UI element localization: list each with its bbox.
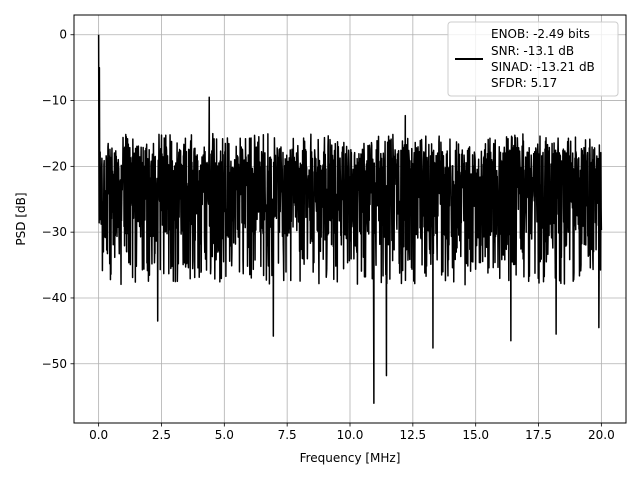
x-tick-label: 12.5 <box>399 428 426 442</box>
x-tick-label: 2.5 <box>152 428 171 442</box>
x-axis-label: Frequency [MHz] <box>300 451 401 465</box>
x-tick-label: 15.0 <box>462 428 489 442</box>
y-tick-label: −20 <box>42 159 67 173</box>
x-tick-label: 5.0 <box>215 428 234 442</box>
legend: ENOB: -2.49 bits SNR: -13.1 dB SINAD: -1… <box>447 21 619 97</box>
y-axis-label: PSD [dB] <box>14 192 28 245</box>
legend-line-enob: ENOB: -2.49 bits <box>491 27 590 41</box>
legend-box <box>447 21 619 97</box>
x-tick-label: 10.0 <box>337 428 364 442</box>
x-axis-ticks: 0.0 2.5 5.0 7.5 10.0 12.5 15.0 17.5 20.0 <box>89 423 615 442</box>
x-tick-label: 20.0 <box>588 428 615 442</box>
x-tick-label: 17.5 <box>525 428 552 442</box>
y-tick-label: −50 <box>42 357 67 371</box>
y-tick-label: 0 <box>59 28 67 42</box>
y-tick-label: −30 <box>42 225 67 239</box>
legend-line-sinad: SINAD: -13.21 dB <box>491 60 595 74</box>
x-tick-label: 7.5 <box>278 428 297 442</box>
y-tick-label: −40 <box>42 291 67 305</box>
legend-line-sfdr: SFDR: 5.17 <box>491 76 557 90</box>
legend-line-snr: SNR: -13.1 dB <box>491 44 574 58</box>
y-axis-ticks: 0 −10 −20 −30 −40 −50 <box>42 28 74 371</box>
x-tick-label: 0.0 <box>89 428 108 442</box>
psd-series-line <box>97 34 603 405</box>
y-tick-label: −10 <box>42 94 67 108</box>
